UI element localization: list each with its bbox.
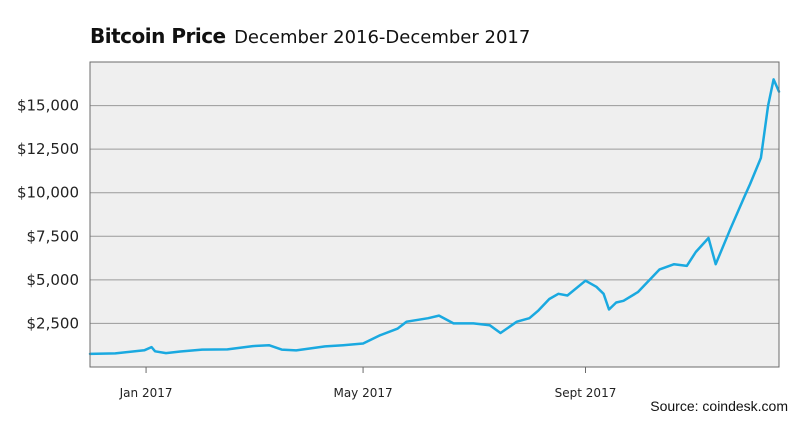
y-tick-label: $12,500 (17, 140, 79, 158)
grid-lines (90, 105, 779, 324)
chart-title-row: Bitcoin Price December 2016-December 201… (90, 24, 530, 48)
x-axis-ticks (145, 367, 587, 373)
y-tick-label: $15,000 (17, 97, 79, 115)
y-axis-labels: $2,500 $5,000 $7,500 $10,000 $12,500 $15,000 (17, 97, 79, 333)
plot-area (90, 62, 779, 367)
x-tick-label: May 2017 (333, 386, 392, 400)
source-note: Source: coindesk.com (650, 398, 788, 414)
price-line (88, 78, 781, 356)
y-tick-label: $7,500 (27, 227, 80, 245)
x-axis-labels: Jan 2017 May 2017 Sept 2017 (119, 386, 617, 400)
chart-subtitle: December 2016-December 2017 (234, 27, 531, 48)
x-tick-label: Jan 2017 (119, 386, 173, 400)
y-tick-label: $5,000 (27, 271, 80, 289)
plot-frame (89, 61, 780, 368)
y-tick-label: $2,500 (27, 314, 80, 332)
x-tick-label: Sept 2017 (555, 386, 617, 400)
y-tick-label: $10,000 (17, 184, 79, 202)
chart-title: Bitcoin Price (90, 24, 226, 48)
